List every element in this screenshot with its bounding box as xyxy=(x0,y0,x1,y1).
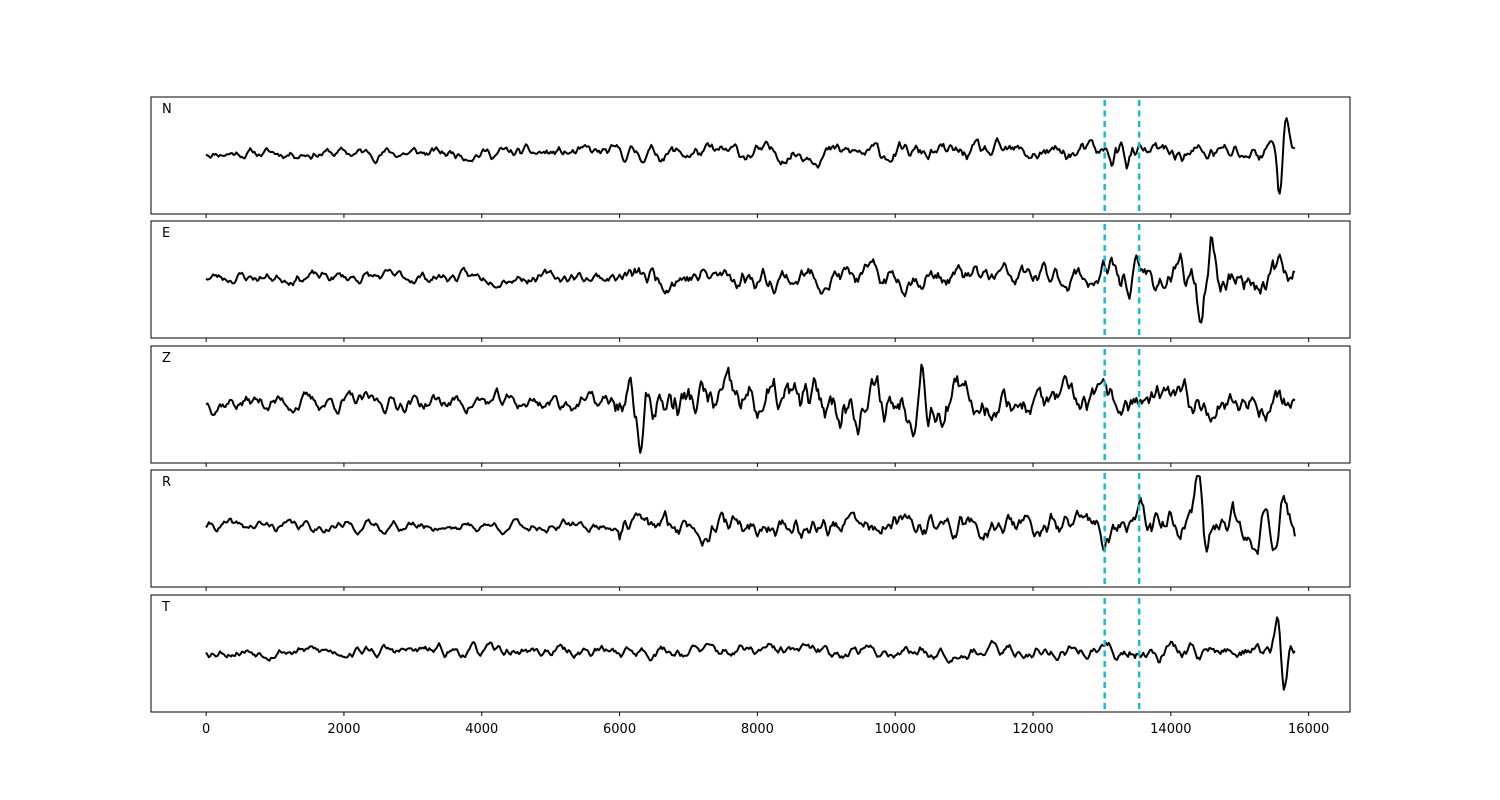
x-tick-label-4: 8000 xyxy=(741,722,774,737)
channel-panel-R: R xyxy=(150,469,1351,591)
panel-frame-Z xyxy=(150,345,1351,464)
x-tick-label-1: 2000 xyxy=(327,722,360,737)
x-tick-label-2: 4000 xyxy=(465,722,498,737)
waveform-trace-N xyxy=(205,117,1296,195)
waveform-trace-R xyxy=(205,475,1296,555)
channel-panels: N E Z R T xyxy=(150,96,1351,716)
x-tick-label-0: 0 xyxy=(202,722,210,737)
panel-frame-E xyxy=(150,220,1351,339)
channel-label-T: T xyxy=(161,600,170,615)
x-tick-label-7: 14000 xyxy=(1150,722,1191,737)
x-tick-label-8: 16000 xyxy=(1288,722,1329,737)
channel-label-Z: Z xyxy=(162,351,171,366)
channel-panel-N: N xyxy=(150,96,1351,218)
channel-panel-E: E xyxy=(150,220,1351,342)
channel-label-N: N xyxy=(162,102,172,117)
channel-panel-Z: Z xyxy=(150,345,1351,467)
channel-label-R: R xyxy=(162,475,171,490)
waveform-trace-Z xyxy=(205,363,1296,454)
channel-panel-T: T xyxy=(150,594,1351,716)
panel-frame-R xyxy=(150,469,1351,588)
x-axis: 0 2000 4000 6000 8000 10000 12000 14000 16000 xyxy=(202,722,1329,737)
waveform-trace-E xyxy=(205,236,1296,324)
panel-frame-T xyxy=(150,594,1351,713)
channel-label-E: E xyxy=(162,226,170,241)
x-tick-label-3: 6000 xyxy=(603,722,636,737)
x-tick-label-6: 12000 xyxy=(1012,722,1053,737)
panel-frame-N xyxy=(150,96,1351,215)
x-tick-label-5: 10000 xyxy=(875,722,916,737)
waveform-trace-T xyxy=(205,616,1296,691)
